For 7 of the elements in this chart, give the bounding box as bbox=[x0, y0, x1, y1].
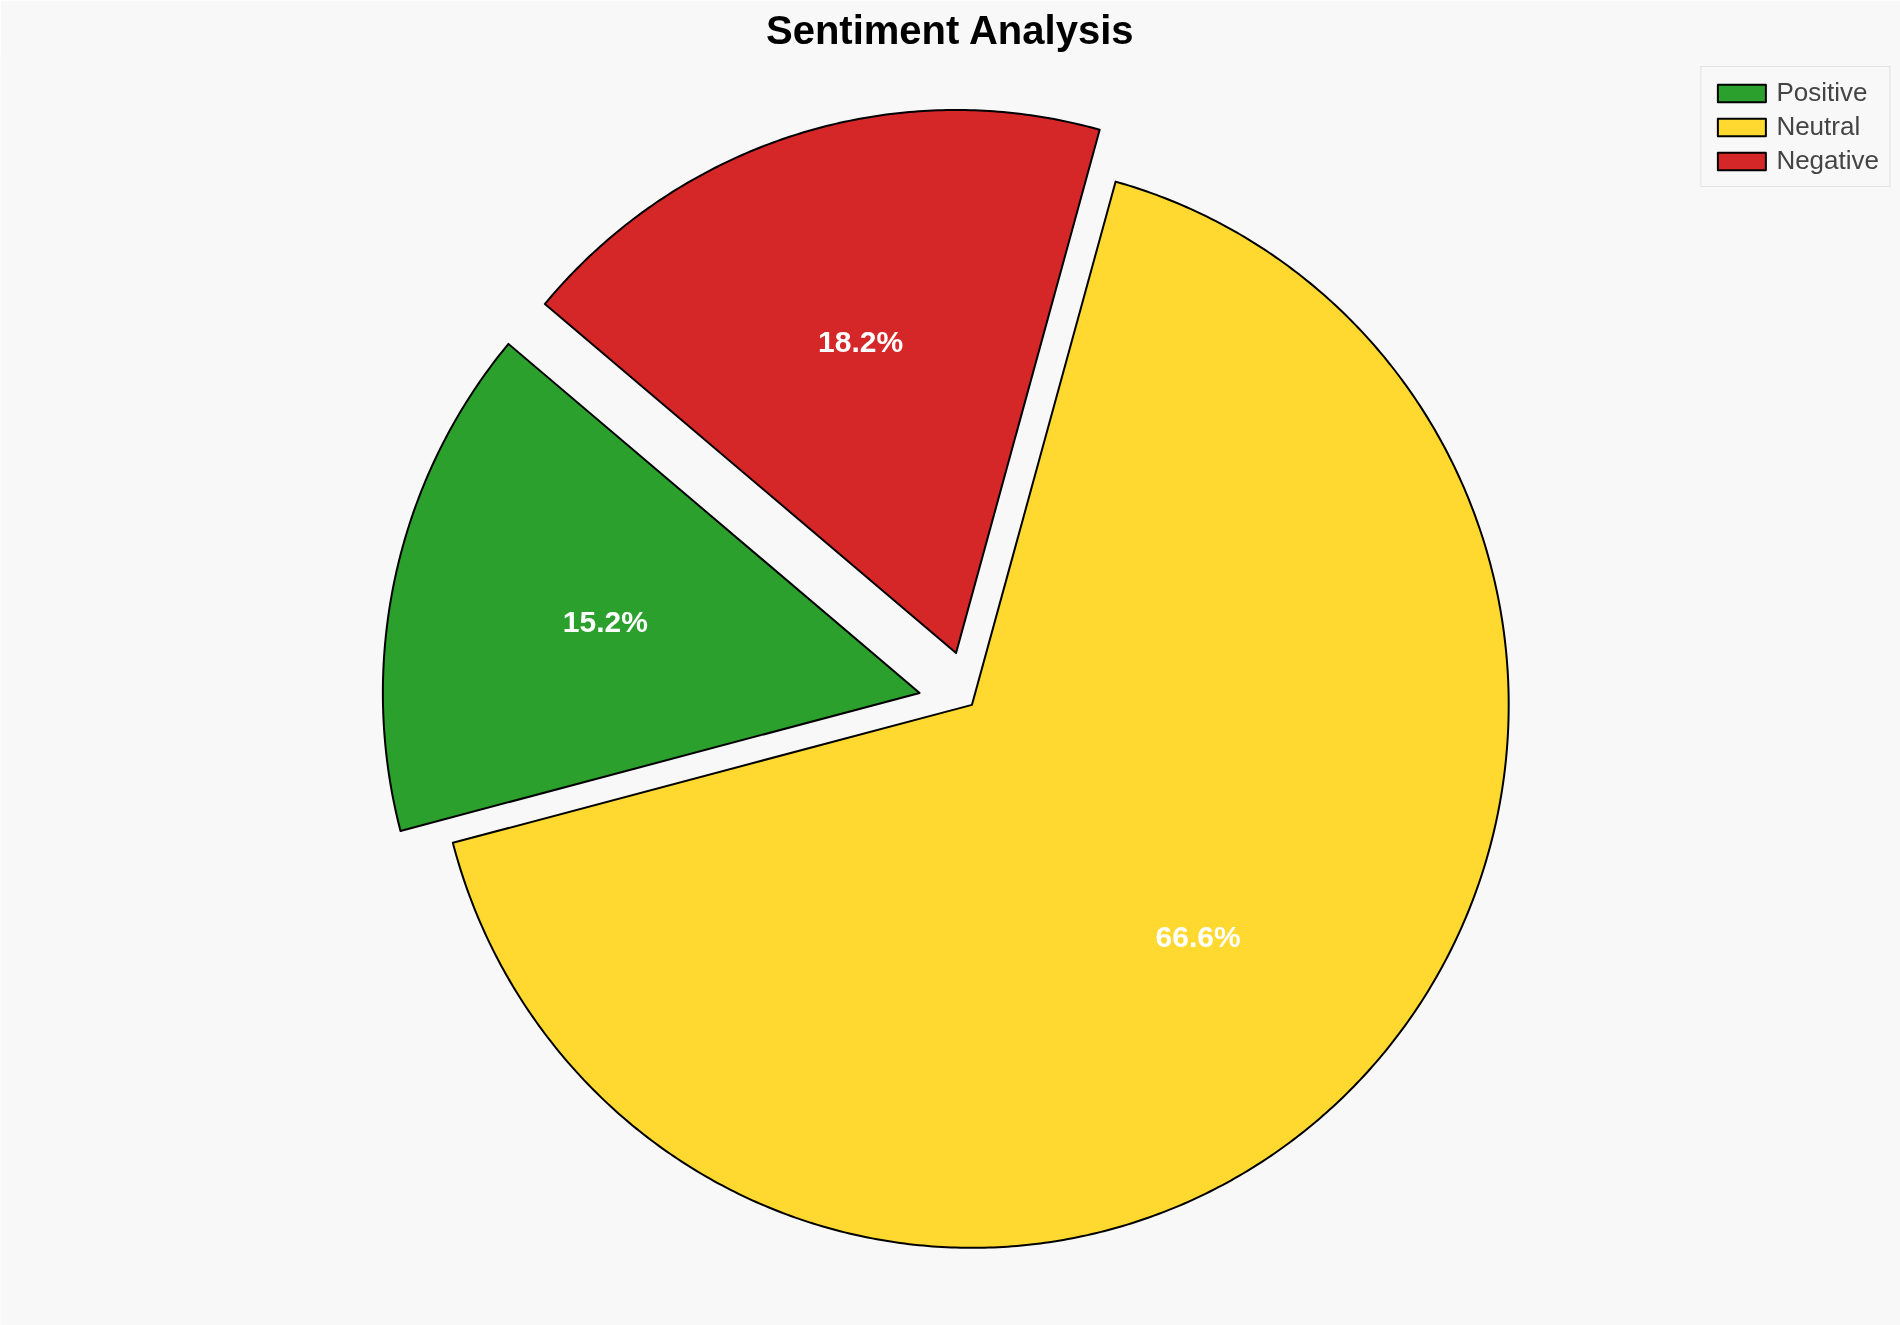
legend-label: Neutral bbox=[1776, 111, 1861, 142]
data-label: 18.2% bbox=[818, 325, 904, 359]
legend-label: Positive bbox=[1776, 77, 1868, 108]
data-label: 66.6% bbox=[1155, 920, 1241, 954]
data-label: 15.2% bbox=[562, 605, 648, 639]
chart-title: Sentiment Analysis bbox=[766, 7, 1134, 52]
legend-label: Negative bbox=[1776, 145, 1879, 176]
